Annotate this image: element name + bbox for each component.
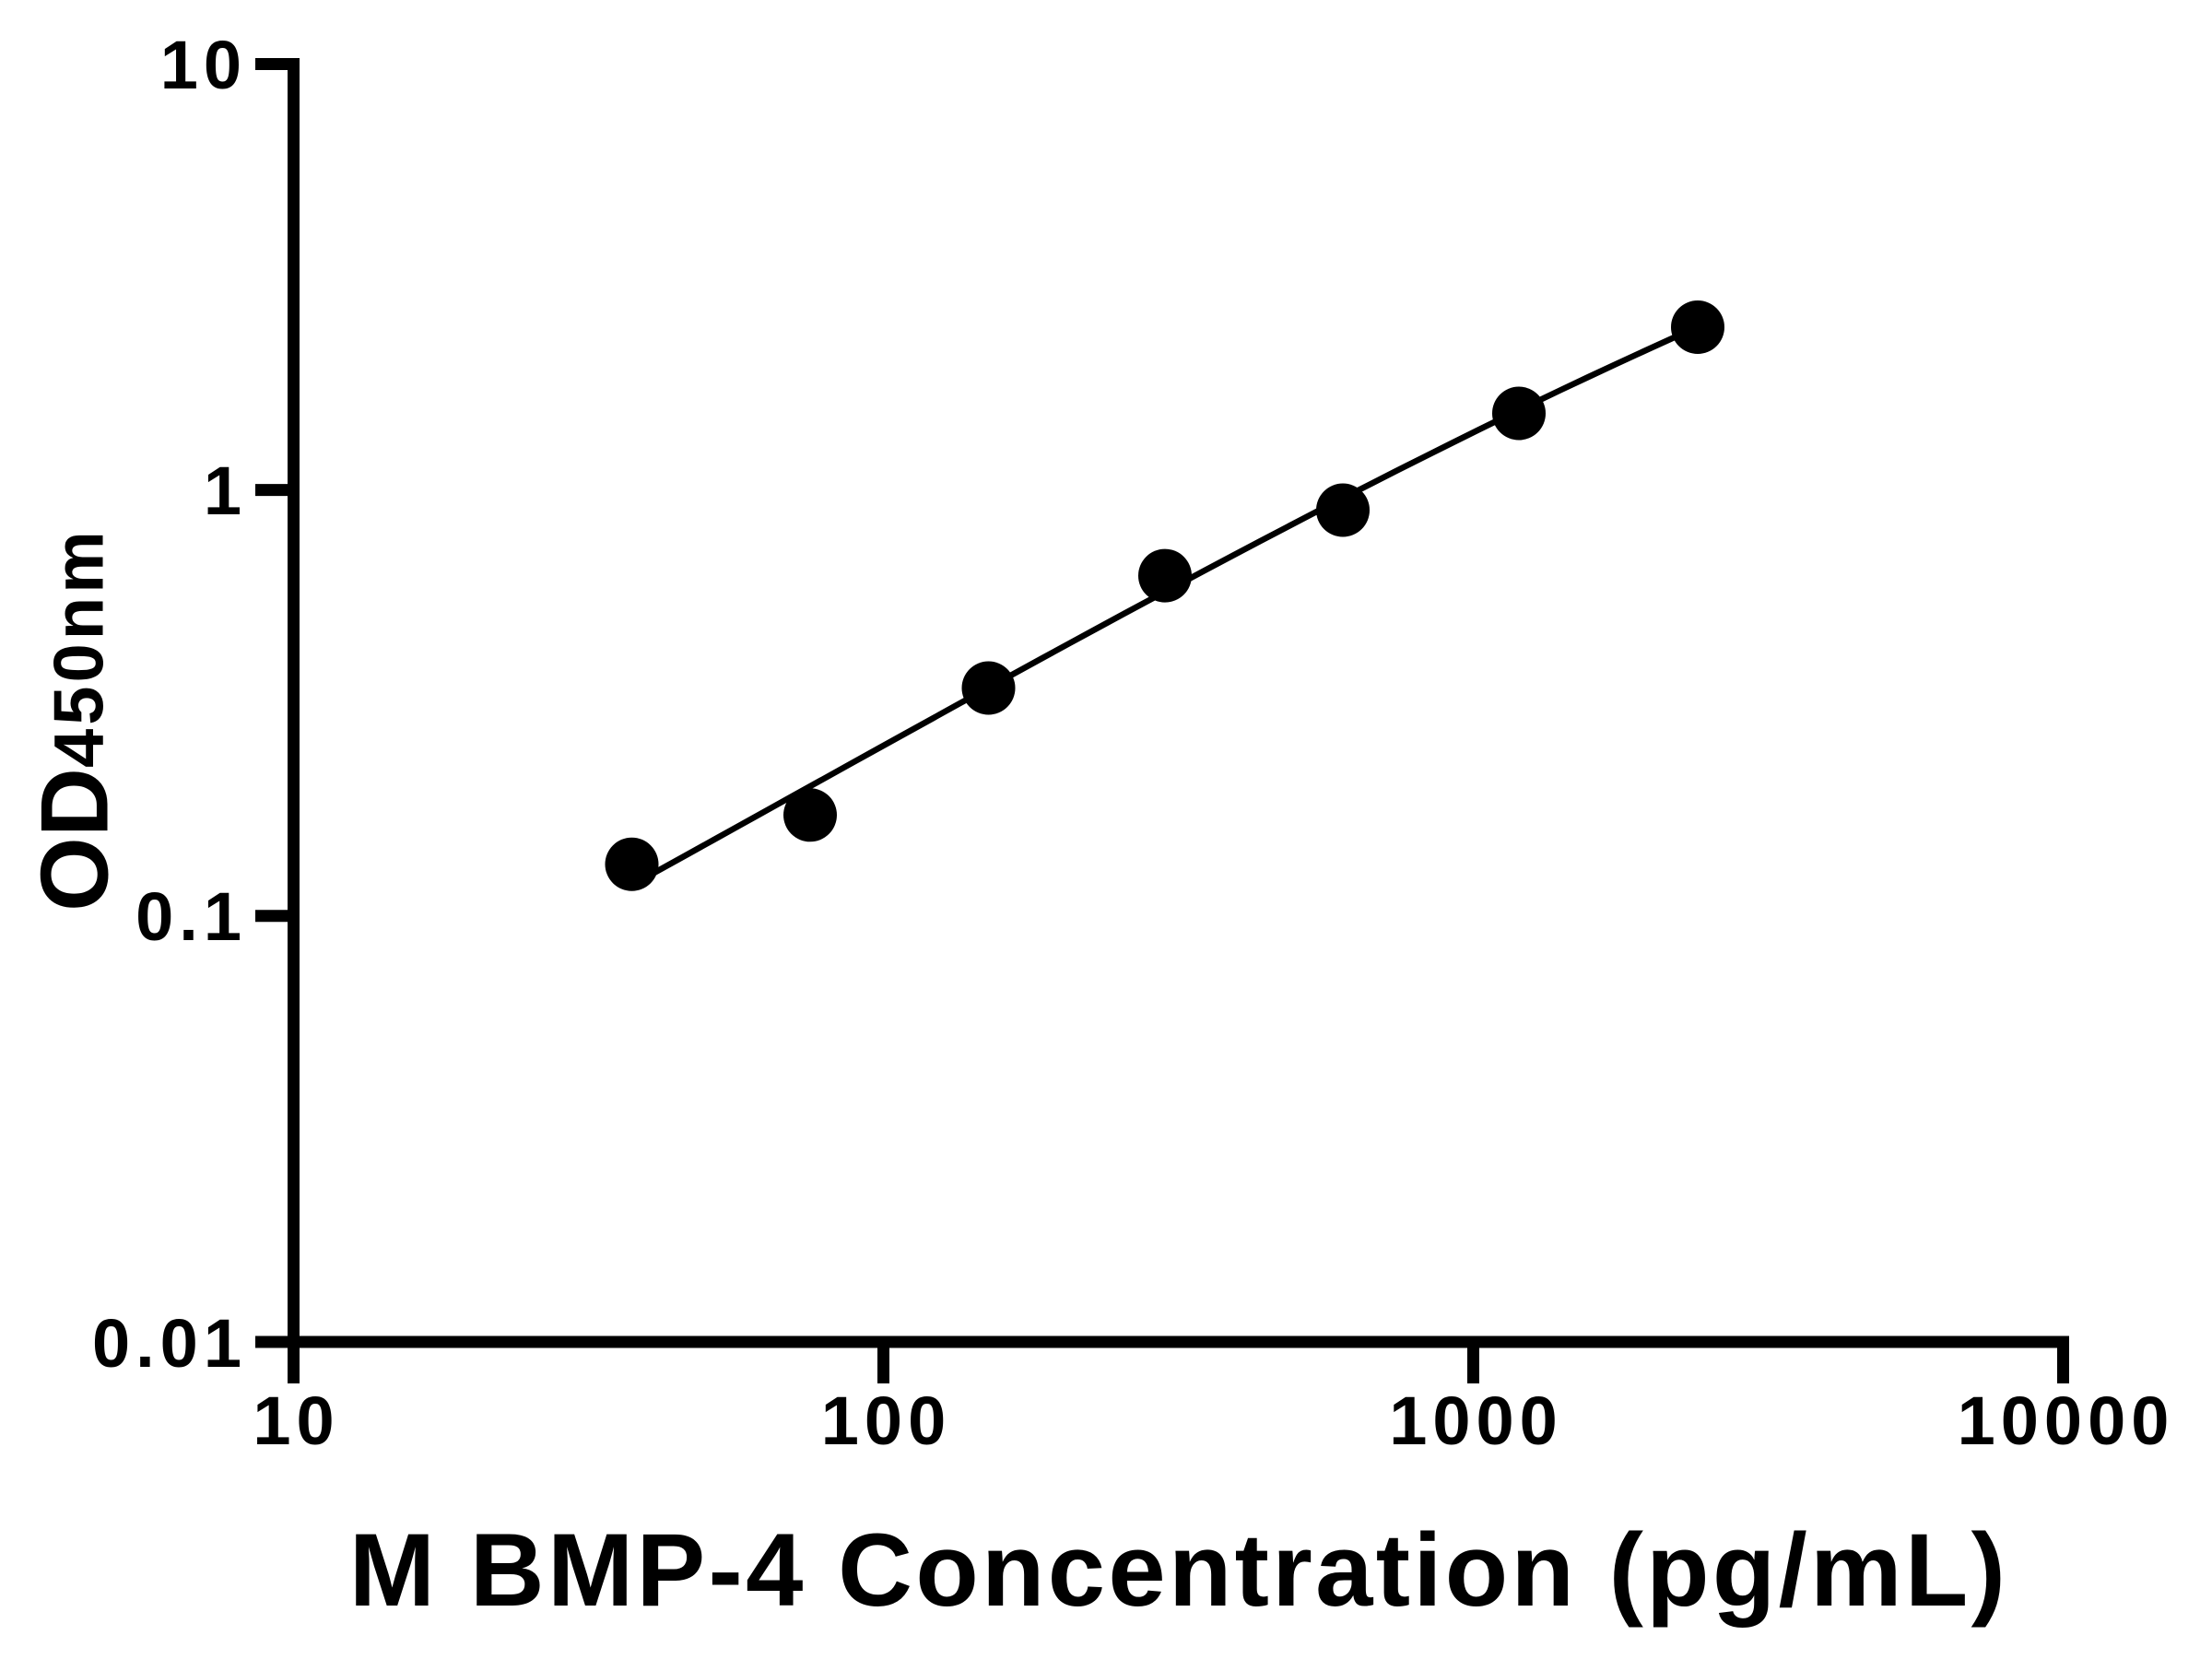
svg-text:M BMP-4 Concentration (pg/mL): M BMP-4 Concentration (pg/mL) bbox=[349, 1512, 2008, 1628]
svg-text:10000: 10000 bbox=[1958, 1382, 2175, 1459]
svg-text:0.01: 0.01 bbox=[92, 1305, 247, 1382]
svg-text:0.1: 0.1 bbox=[135, 878, 247, 955]
svg-text:1000: 1000 bbox=[1389, 1382, 1563, 1459]
svg-text:OD450nm: OD450nm bbox=[22, 527, 129, 912]
svg-text:1: 1 bbox=[204, 453, 247, 529]
svg-text:100: 100 bbox=[821, 1382, 951, 1459]
svg-text:10: 10 bbox=[253, 1382, 339, 1459]
svg-text:10: 10 bbox=[160, 27, 247, 103]
